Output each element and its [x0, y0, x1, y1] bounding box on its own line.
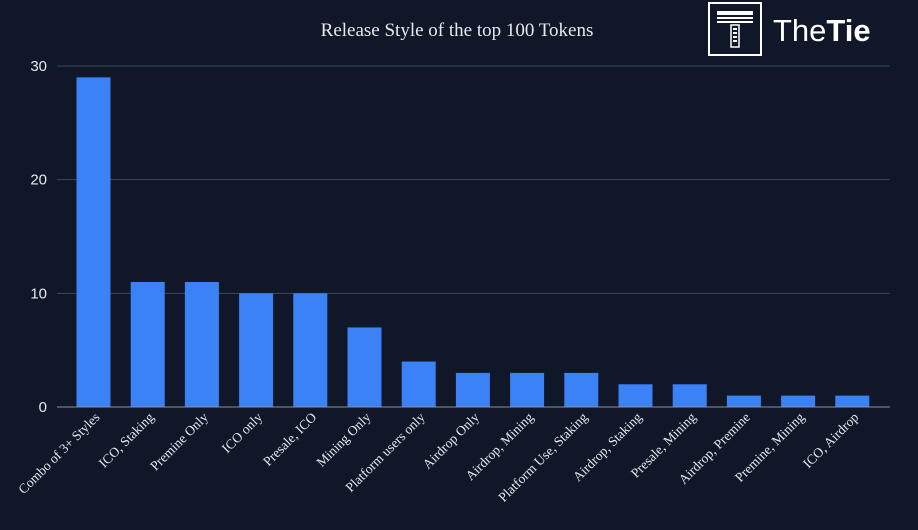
- thetie-logo-text: TheTie: [773, 13, 871, 48]
- bar: [239, 293, 274, 407]
- bar: [726, 395, 761, 407]
- chart-title: Release Style of the top 100 Tokens: [321, 20, 594, 41]
- bars: [76, 77, 870, 407]
- bar: [455, 372, 490, 407]
- bar: [564, 372, 599, 407]
- bar: [401, 361, 436, 407]
- y-axis-ticks: 0 10 20 30: [30, 58, 47, 416]
- bar: [510, 372, 545, 407]
- bar: [130, 281, 165, 407]
- logo-text-bold: Tie: [826, 13, 870, 48]
- bar: [672, 384, 707, 407]
- y-tick-label: 10: [30, 285, 47, 302]
- bar: [293, 293, 328, 407]
- bar: [781, 395, 816, 407]
- thetie-logo: TheTie: [708, 2, 871, 56]
- bar: [347, 327, 382, 407]
- y-tick-label: 30: [30, 58, 47, 75]
- logo-text-regular: The: [773, 13, 826, 48]
- y-tick-label: 0: [39, 399, 47, 416]
- bar: [184, 281, 219, 407]
- bar: [76, 77, 111, 407]
- bar: [618, 384, 653, 407]
- thetie-logo-icon: [708, 2, 762, 56]
- bar: [835, 395, 870, 407]
- y-tick-label: 20: [30, 172, 47, 189]
